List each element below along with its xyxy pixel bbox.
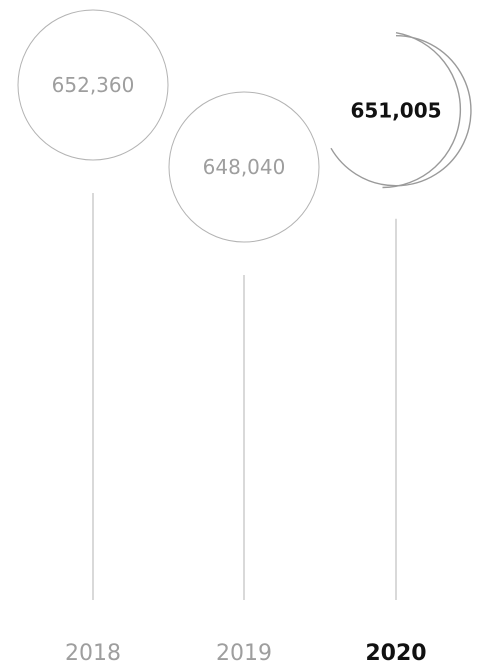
year-label-2018: 2018 [65, 641, 121, 664]
value-bubble-outer-arc-2020 [382, 32, 462, 189]
value-bubble-2019 [168, 91, 320, 243]
value-label-2019: 648,040 [203, 155, 286, 179]
value-bubble-arc-2020 [330, 35, 472, 187]
value-label-2018: 652,360 [52, 73, 135, 97]
year-label-2019: 2019 [216, 641, 272, 664]
value-label-2020: 651,005 [350, 99, 441, 123]
year-label-2020: 2020 [365, 641, 426, 664]
value-bubble-2018 [17, 9, 169, 161]
